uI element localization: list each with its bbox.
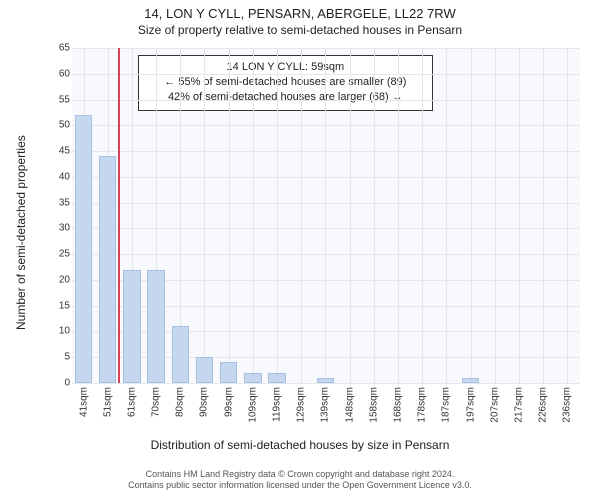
- gridline-v: [398, 48, 399, 383]
- bar: [123, 270, 140, 383]
- chart-subtitle: Size of property relative to semi-detach…: [0, 21, 600, 37]
- x-axis-label: Distribution of semi-detached houses by …: [0, 438, 600, 452]
- y-tick: 65: [50, 43, 70, 54]
- gridline-v: [277, 48, 278, 383]
- gridline-h: [72, 383, 580, 384]
- bar: [75, 115, 92, 383]
- bar: [220, 362, 237, 383]
- y-tick: 5: [50, 352, 70, 363]
- gridline-v: [374, 48, 375, 383]
- x-tick: 80sqm: [175, 387, 186, 417]
- y-tick: 45: [50, 146, 70, 157]
- y-tick: 15: [50, 300, 70, 311]
- bar: [196, 357, 213, 383]
- y-tick: 60: [50, 68, 70, 79]
- y-tick: 0: [50, 378, 70, 389]
- x-tick: 119sqm: [272, 387, 283, 422]
- x-tick: 41sqm: [78, 387, 89, 417]
- bar: [147, 270, 164, 383]
- x-tick: 226sqm: [538, 387, 549, 423]
- bar: [172, 326, 189, 383]
- y-tick: 25: [50, 249, 70, 260]
- annotation-line2: ← 55% of semi-detached houses are smalle…: [147, 75, 424, 90]
- chart-title: 14, LON Y CYLL, PENSARN, ABERGELE, LL22 …: [0, 0, 600, 21]
- gridline-v: [422, 48, 423, 383]
- x-tick: 158sqm: [368, 387, 379, 423]
- footer-line2: Contains public sector information licen…: [0, 480, 600, 492]
- x-tick: 90sqm: [199, 387, 210, 417]
- gridline-v: [350, 48, 351, 383]
- plot-area: 14 LON Y CYLL: 59sqm ← 55% of semi-detac…: [72, 48, 580, 383]
- x-tick: 61sqm: [126, 387, 137, 417]
- bar: [268, 373, 285, 383]
- gridline-v: [325, 48, 326, 383]
- y-tick: 40: [50, 171, 70, 182]
- gridline-v: [446, 48, 447, 383]
- y-tick: 30: [50, 223, 70, 234]
- bar: [462, 378, 479, 383]
- x-tick: 207sqm: [489, 387, 500, 423]
- gridline-v: [204, 48, 205, 383]
- bar: [317, 378, 334, 383]
- x-tick: 178sqm: [417, 387, 428, 423]
- x-tick: 109sqm: [247, 387, 258, 423]
- chart-container: 14 LON Y CYLL: 59sqm ← 55% of semi-detac…: [50, 48, 580, 408]
- annotation-box: 14 LON Y CYLL: 59sqm ← 55% of semi-detac…: [138, 55, 433, 111]
- gridline-v: [229, 48, 230, 383]
- y-tick: 20: [50, 274, 70, 285]
- y-tick: 35: [50, 197, 70, 208]
- gridline-v: [301, 48, 302, 383]
- x-tick: 236sqm: [562, 387, 573, 423]
- x-tick: 197sqm: [465, 387, 476, 423]
- y-tick: 55: [50, 94, 70, 105]
- gridline-v: [495, 48, 496, 383]
- annotation-line1: 14 LON Y CYLL: 59sqm: [147, 60, 424, 75]
- bar: [99, 156, 116, 383]
- footer-line1: Contains HM Land Registry data © Crown c…: [0, 469, 600, 481]
- bar: [244, 373, 261, 383]
- chart-footer: Contains HM Land Registry data © Crown c…: [0, 469, 600, 492]
- annotation-line3: 42% of semi-detached houses are larger (…: [147, 90, 424, 105]
- x-tick: 168sqm: [393, 387, 404, 423]
- y-tick: 50: [50, 120, 70, 131]
- y-axis-label: Number of semi-detached properties: [14, 135, 28, 330]
- x-tick: 99sqm: [223, 387, 234, 417]
- gridline-v: [567, 48, 568, 383]
- marker-line: [118, 48, 120, 383]
- x-tick: 148sqm: [344, 387, 355, 423]
- x-tick: 70sqm: [151, 387, 162, 417]
- gridline-v: [253, 48, 254, 383]
- x-tick: 187sqm: [441, 387, 452, 423]
- x-tick: 217sqm: [513, 387, 524, 423]
- x-tick: 51sqm: [102, 387, 113, 417]
- x-tick: 139sqm: [320, 387, 331, 423]
- gridline-v: [543, 48, 544, 383]
- gridline-v: [519, 48, 520, 383]
- x-tick: 129sqm: [296, 387, 307, 423]
- gridline-v: [471, 48, 472, 383]
- y-tick: 10: [50, 326, 70, 337]
